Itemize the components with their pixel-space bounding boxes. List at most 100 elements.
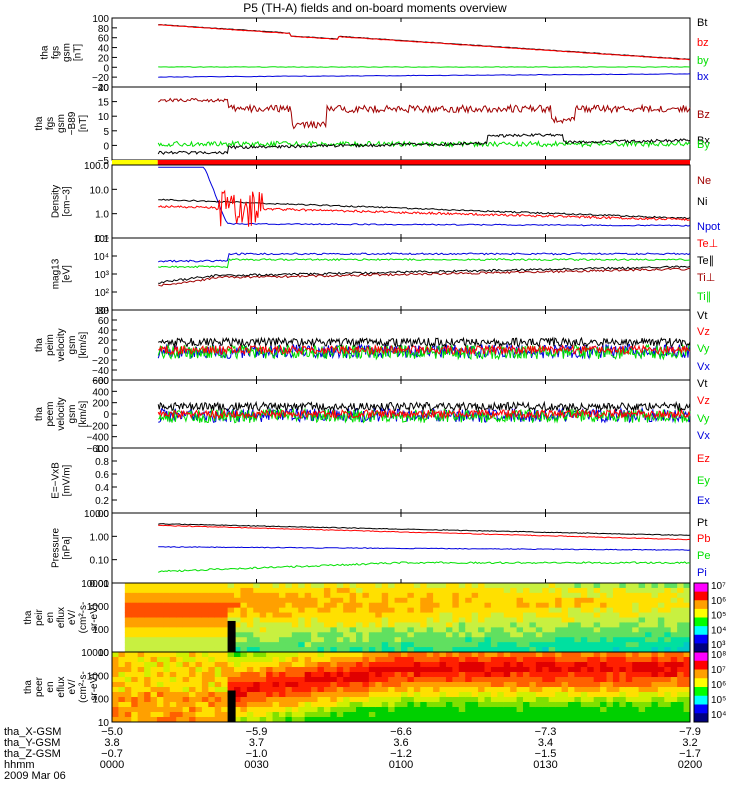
heatmap-cell [368, 682, 376, 688]
heatmap-cell [362, 637, 370, 643]
heatmap-cell [497, 632, 505, 638]
heatmap-cell [548, 637, 556, 643]
heatmap-cell [214, 587, 222, 594]
panel-frame-pressure [111, 512, 691, 584]
heatmap-cell [124, 612, 132, 618]
heatmap-cell [574, 672, 582, 678]
heatmap-cell [137, 627, 145, 633]
heatmap-cell [426, 612, 434, 618]
heatmap-cell [484, 627, 492, 633]
heatmap-cell [606, 602, 614, 609]
heatmap-cell [176, 662, 184, 668]
heatmap-cell [150, 662, 158, 668]
y-tick-label: 0 [103, 141, 109, 152]
heatmap-cell [580, 687, 588, 693]
y-tick-label: 20 [98, 336, 110, 347]
heatmap-cell [426, 597, 434, 604]
heatmap-cell [664, 717, 672, 723]
heatmap-cell [490, 642, 498, 648]
heatmap-cell [298, 607, 306, 614]
heatmap-cell [657, 707, 665, 713]
heatmap-cell [278, 637, 286, 643]
heatmap-cell [651, 622, 659, 628]
heatmap-cell [362, 607, 370, 614]
heatmap-cell [401, 637, 408, 643]
heatmap-cell [535, 672, 543, 678]
xaxis-value: −0.7 [101, 748, 123, 760]
heatmap-cell [227, 607, 235, 614]
heatmap-cell [266, 597, 274, 604]
heatmap-cell [362, 583, 370, 589]
heatmap-cell [567, 702, 575, 708]
heatmap-cell [343, 692, 351, 698]
heatmap-cell [619, 607, 627, 614]
heatmap-cell [465, 627, 473, 633]
heatmap-cell [625, 652, 633, 658]
heatmap-cell [625, 697, 633, 703]
heatmap-cell [638, 652, 646, 658]
heatmap-cell [401, 642, 408, 648]
heatmap-cell [323, 692, 331, 698]
heatmap-cell [471, 657, 479, 663]
heatmap-cell [407, 607, 415, 614]
heatmap-cell [272, 667, 280, 673]
heatmap-cell [619, 667, 627, 673]
heatmap-cell [535, 647, 543, 653]
heatmap-cell [343, 627, 351, 633]
heatmap-cell [246, 707, 254, 713]
heatmap-cell [458, 622, 466, 628]
heatmap-cell [221, 602, 229, 609]
heatmap-cell [330, 627, 338, 633]
heatmap-cell [529, 707, 537, 713]
heatmap-cell [150, 687, 158, 693]
colorbar-segment [694, 678, 708, 688]
heatmap-cell [221, 637, 229, 643]
heatmap-cell [439, 717, 447, 723]
heatmap-cell [445, 627, 453, 633]
heatmap-cell [638, 717, 646, 723]
heatmap-cell [137, 687, 145, 693]
heatmap-cell [632, 707, 640, 713]
heatmap-cell [208, 617, 216, 623]
colorbar-label: 10⁷ [711, 581, 726, 592]
heatmap-cell [234, 642, 241, 648]
heatmap-cell [484, 662, 492, 668]
heatmap-cell [381, 662, 389, 668]
heatmap-cell [548, 597, 556, 604]
heatmap-cell [195, 622, 203, 628]
heatmap-cell [535, 612, 543, 618]
heatmap-cell [670, 707, 678, 713]
heatmap-cell [240, 692, 248, 698]
heatmap-cell [214, 677, 222, 683]
heatmap-cell [240, 632, 248, 638]
heatmap-cell [535, 657, 543, 663]
heatmap-cell [240, 597, 248, 604]
heatmap-cell [670, 592, 678, 599]
y-axis-label-line: [nPa] [62, 536, 73, 560]
heatmap-cell [657, 617, 665, 623]
heatmap-cell [163, 692, 171, 698]
heatmap-cell [555, 657, 563, 663]
heatmap-cell [221, 667, 229, 673]
heatmap-cell [240, 672, 248, 678]
heatmap-cell [112, 682, 119, 688]
heatmap-cell [413, 607, 421, 614]
heatmap-cell [272, 583, 280, 589]
heatmap-cell [388, 652, 396, 658]
heatmap-cell [394, 612, 402, 618]
heatmap-cell [561, 597, 569, 604]
heatmap-cell [137, 587, 145, 594]
heatmap-cell [285, 632, 293, 638]
heatmap-cell [240, 717, 248, 723]
heatmap-cell [304, 662, 312, 668]
heatmap-cell [156, 662, 164, 668]
heatmap-cell [182, 692, 190, 698]
heatmap-cell [375, 657, 383, 663]
heatmap-cell [112, 617, 119, 623]
heatmap-cell [259, 667, 267, 673]
heatmap-cell [580, 682, 588, 688]
heatmap-cell [606, 682, 614, 688]
heatmap-cell [523, 652, 530, 658]
heatmap-cell [433, 687, 441, 693]
heatmap-cell [587, 657, 595, 663]
